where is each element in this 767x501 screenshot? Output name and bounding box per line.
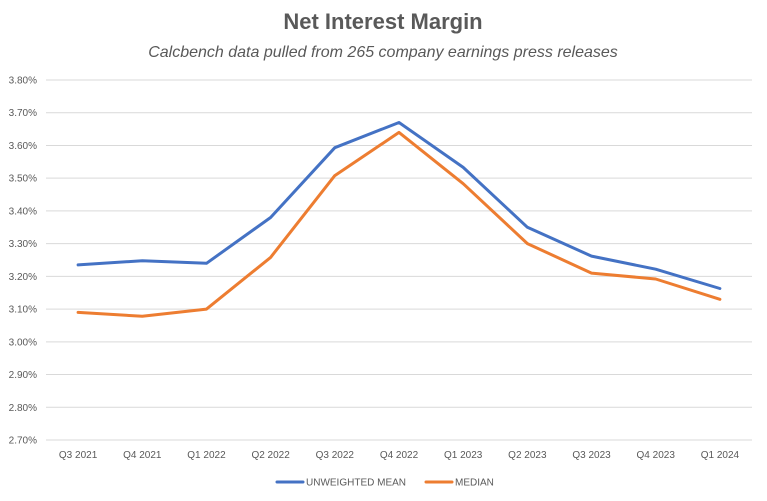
chart-subtitle: Calcbench data pulled from 265 company e… [148, 44, 618, 61]
y-tick-label: 2.70% [9, 436, 37, 447]
series-line-median [76, 130, 722, 318]
y-tick-label: 3.70% [9, 108, 37, 119]
gridlines [46, 79, 752, 441]
legend-label: UNWEIGHTED MEAN [306, 478, 406, 489]
x-tick-label: Q3 2023 [572, 450, 611, 461]
x-tick-label: Q4 2023 [637, 450, 676, 461]
x-tick-label: Q1 2024 [701, 450, 740, 461]
y-tick-label: 2.80% [9, 403, 37, 414]
y-tick-label: 3.80% [9, 76, 37, 87]
series-lines [76, 121, 722, 318]
x-tick-label: Q2 2022 [251, 450, 290, 461]
chart-title: Net Interest Margin [283, 9, 482, 34]
y-tick-label: 3.00% [9, 337, 37, 348]
x-tick-label: Q1 2022 [187, 450, 226, 461]
x-tick-label: Q3 2021 [59, 450, 98, 461]
series-line-unweighted-mean [76, 121, 722, 290]
x-tick-label: Q4 2021 [123, 450, 162, 461]
x-axis-tick-labels: Q3 2021 Q4 2021 Q1 2022 Q2 2022 Q3 2022 Q4 20… [59, 450, 740, 461]
x-tick-label: Q4 2022 [380, 450, 419, 461]
y-tick-label: 3.40% [9, 206, 37, 217]
y-tick-label: 3.10% [9, 305, 37, 316]
legend: UNWEIGHTED MEAN MEDIAN [275, 478, 494, 489]
y-tick-label: 3.60% [9, 141, 37, 152]
y-tick-label: 3.20% [9, 272, 37, 283]
y-tick-label: 3.30% [9, 239, 37, 250]
y-tick-label: 3.50% [9, 174, 37, 185]
x-tick-label: Q2 2023 [508, 450, 547, 461]
y-axis-tick-labels: 2.70% 2.80% 2.90% 3.00% 3.10% 3.20% 3.30% 3.40%… [9, 76, 37, 447]
legend-label: MEDIAN [455, 478, 494, 489]
x-tick-label: Q3 2022 [316, 450, 355, 461]
x-tick-label: Q1 2023 [444, 450, 483, 461]
y-tick-label: 2.90% [9, 370, 37, 381]
